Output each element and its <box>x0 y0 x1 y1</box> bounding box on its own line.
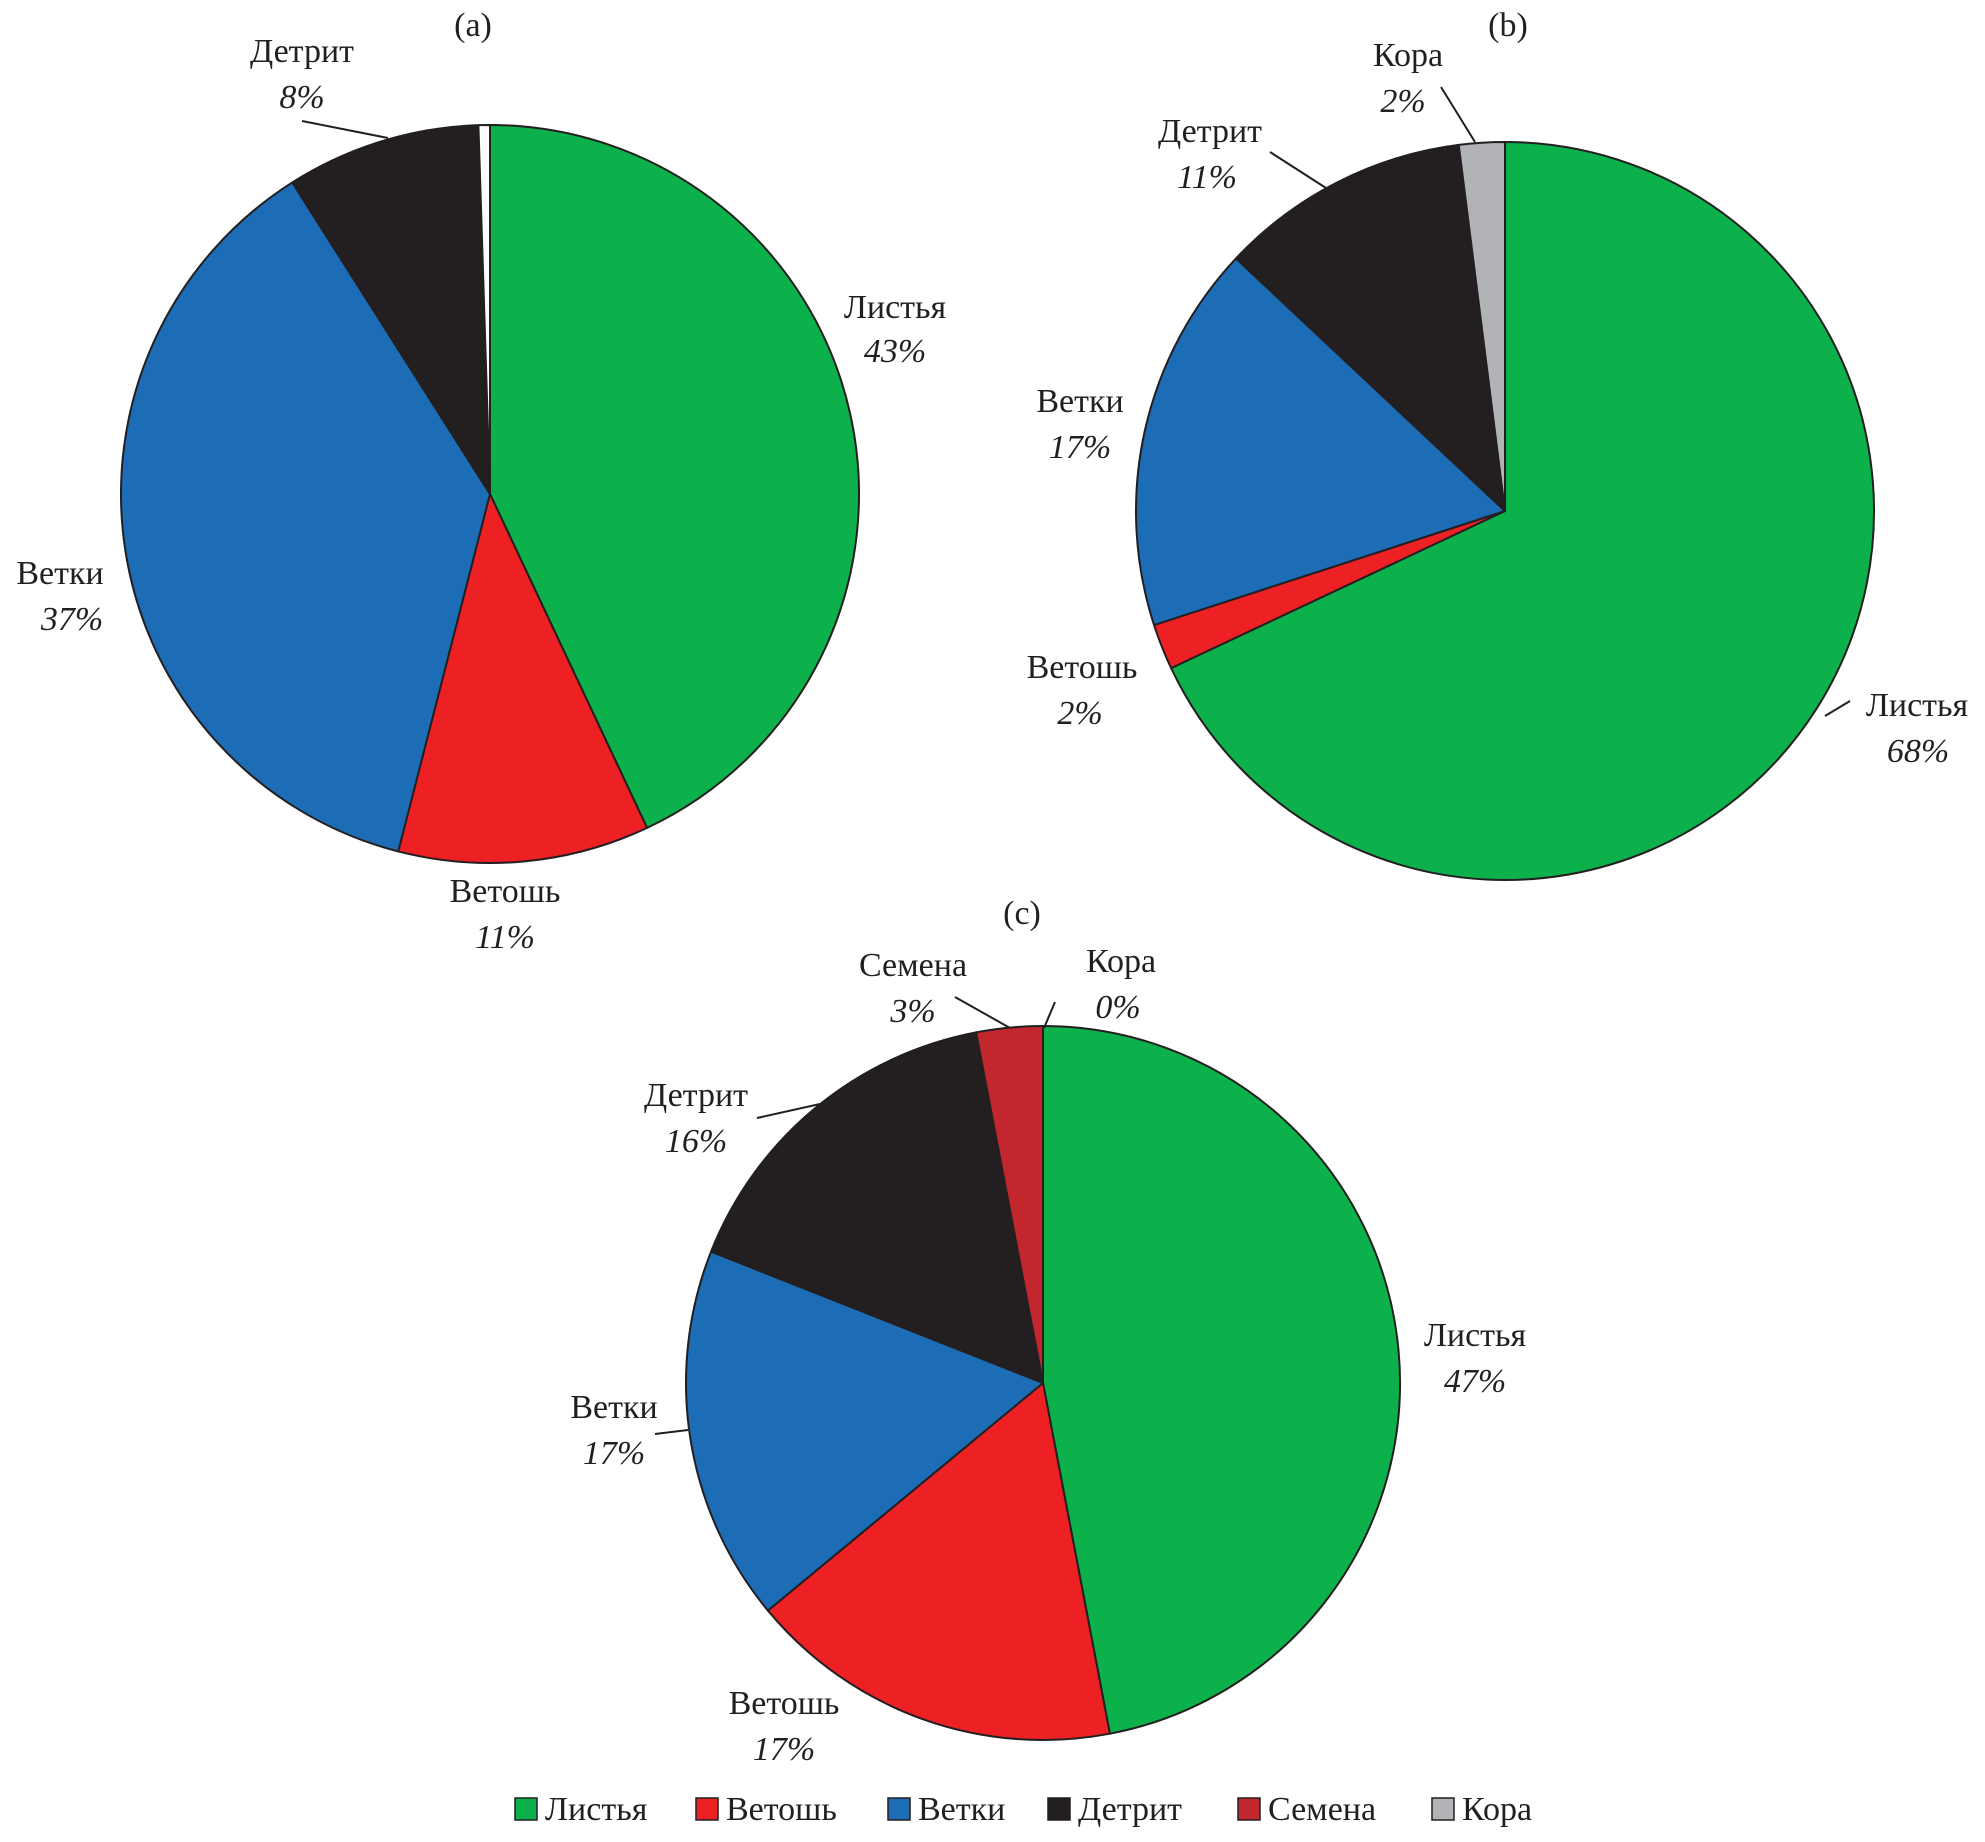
leader-line-detrit-a <box>301 120 389 139</box>
slice-label-value-b-kora: 2% <box>1380 83 1425 120</box>
slice-label-name-c-listya: Листья <box>1424 1317 1527 1354</box>
panel-label-a: (a) <box>454 7 492 44</box>
slice-label-value-b-listya: 68% <box>1887 733 1949 770</box>
panel-label-b: (b) <box>1488 7 1528 44</box>
slice-label-name-b-detrit: Детрит <box>1158 113 1262 150</box>
slice-label-name-a-vetki: Ветки <box>16 555 103 592</box>
slice-label-name-a-vetosh: Ветошь <box>450 873 561 910</box>
slice-label-name-c-detrit: Детрит <box>644 1077 748 1114</box>
slice-label-value-a-vetosh: 11% <box>475 919 535 956</box>
slice-label-name-b-vetosh: Ветошь <box>1027 649 1138 686</box>
slice-label-name-a-detrit: Детрит <box>250 33 354 70</box>
legend-label-kora: Кора <box>1462 1791 1532 1828</box>
legend-swatch-vetki <box>887 1797 911 1821</box>
pie-slice-b-vetki <box>1135 257 1506 627</box>
slice-label-name-c-kora: Кора <box>1086 943 1156 980</box>
slice-label-name-b-kora: Кора <box>1373 37 1443 74</box>
slice-label-name-a-listya: Листья <box>844 289 947 326</box>
pie-chart-c: (c) Семена 3% Кора 0% Детрит 16% Листья … <box>570 895 1526 1768</box>
slice-label-name-b-vetki: Ветки <box>1036 383 1123 420</box>
leader-line-detrit-c <box>756 1103 821 1119</box>
pie-slice-c-vetosh <box>766 1382 1111 1741</box>
slice-label-value-c-kora: 0% <box>1095 989 1140 1026</box>
legend-swatch-detrit <box>1047 1797 1071 1821</box>
pie-chart-b: (b) Кора 2% Детрит 11% Ветки 17% Ветошь … <box>1027 7 1969 881</box>
slice-label-value-c-listya: 47% <box>1444 1363 1506 1400</box>
slice-label-value-b-detrit: 11% <box>1177 159 1237 196</box>
slice-label-name-b-listya: Листья <box>1866 687 1969 724</box>
legend-swatch-vetosh <box>695 1797 719 1821</box>
leader-line-listya-b <box>1824 700 1851 717</box>
leader-line-kora-c <box>1043 1001 1056 1029</box>
pie-slice-a-detrit <box>291 124 491 495</box>
slice-label-value-b-vetki: 17% <box>1049 429 1111 466</box>
pie-slice-a-vetosh <box>397 493 649 864</box>
pie-slice-a-kora <box>477 123 491 495</box>
pie-chart-a: (a) Листья 43% Ветошь 11% Ветки 37% Детр… <box>16 7 946 956</box>
panel-label-c: (c) <box>1003 895 1041 932</box>
pie-slice-c-detrit <box>710 1031 1044 1384</box>
slice-label-value-a-listya: 43% <box>864 333 926 370</box>
legend-label-listya: Листья <box>545 1791 648 1828</box>
legend: Листья Ветошь Ветки Детрит Семена Кора <box>514 1791 1532 1828</box>
slice-label-value-a-detrit: 8% <box>279 79 324 116</box>
legend-swatch-semena <box>1237 1797 1261 1821</box>
slice-label-value-b-vetosh: 2% <box>1057 695 1102 732</box>
slice-label-name-c-semena: Семена <box>859 947 967 984</box>
legend-label-vetosh: Ветошь <box>726 1791 837 1828</box>
slice-label-name-c-vetki: Ветки <box>570 1389 657 1426</box>
slice-label-value-c-vetosh: 17% <box>753 1731 815 1768</box>
legend-label-semena: Семена <box>1268 1791 1376 1828</box>
slice-label-value-c-semena: 3% <box>889 993 935 1030</box>
legend-label-detrit: Детрит <box>1078 1791 1182 1828</box>
slice-label-value-c-detrit: 16% <box>665 1123 727 1160</box>
leader-line-vetki-c <box>654 1429 689 1435</box>
pie-slice-a-listya <box>489 124 860 829</box>
slice-label-value-a-vetki: 37% <box>40 601 103 638</box>
legend-swatch-kora <box>1431 1797 1455 1821</box>
legend-label-vetki: Ветки <box>918 1791 1005 1828</box>
leader-line-detrit-b <box>1269 151 1327 189</box>
slice-label-name-c-vetosh: Ветошь <box>729 1685 840 1722</box>
legend-swatch-listya <box>514 1797 538 1821</box>
pie-slice-b-listya <box>1170 141 1875 881</box>
pie-slice-c-listya <box>1042 1025 1401 1735</box>
pie-slice-c-vetki <box>685 1250 1044 1612</box>
leader-line-kora-b <box>1440 86 1476 143</box>
slice-label-value-c-vetki: 17% <box>583 1435 645 1472</box>
pie-slice-b-kora <box>1457 141 1506 512</box>
pie-slice-b-detrit <box>1235 143 1506 512</box>
leader-line-semena-c <box>954 996 1011 1029</box>
